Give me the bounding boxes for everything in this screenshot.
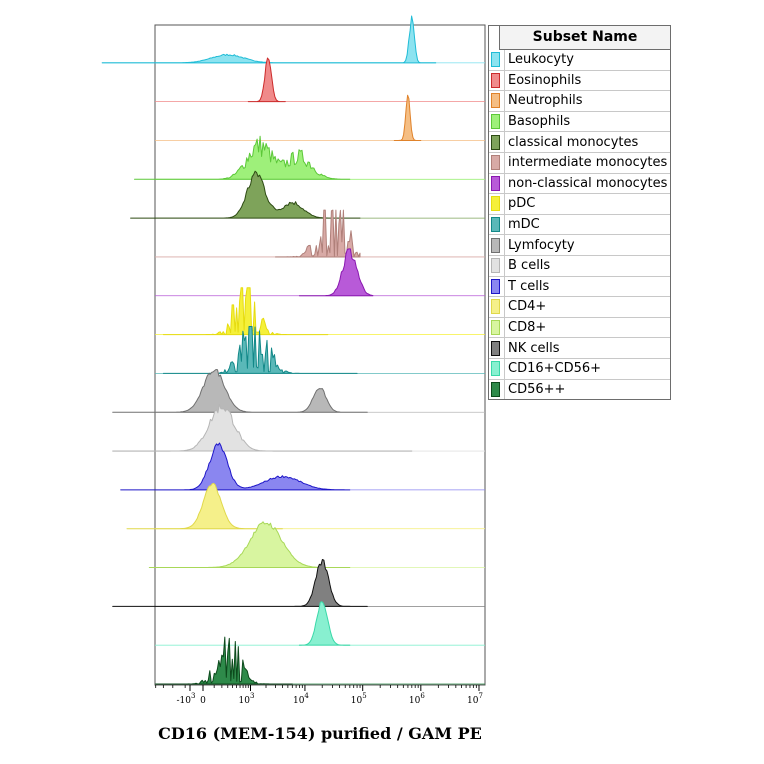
x-tick-label: 105 bbox=[351, 692, 367, 706]
legend-swatch bbox=[491, 155, 500, 171]
histogram-area bbox=[247, 57, 286, 103]
legend-swatch bbox=[491, 93, 500, 109]
legend-swatch bbox=[491, 114, 500, 130]
legend-label: CD8+ bbox=[504, 317, 546, 338]
histogram-b-cells bbox=[112, 403, 485, 452]
legend-label: CD4+ bbox=[504, 297, 546, 317]
histogram-area bbox=[112, 403, 413, 452]
histogram-area bbox=[162, 326, 358, 374]
legend-swatch bbox=[491, 320, 500, 336]
legend-item: CD56++ bbox=[489, 379, 670, 400]
legend-label: Neutrophils bbox=[504, 91, 583, 111]
legend-label: pDC bbox=[504, 194, 535, 214]
legend-item: CD4+ bbox=[489, 297, 670, 318]
legend-swatch bbox=[491, 217, 500, 233]
legend-label: B cells bbox=[504, 255, 550, 276]
legend-item: non-classical monocytes bbox=[489, 173, 670, 195]
legend-label: NK cells bbox=[504, 338, 560, 358]
legend-label: Basophils bbox=[504, 111, 570, 132]
histogram-cd56- bbox=[155, 636, 485, 685]
histogram-area bbox=[162, 287, 329, 336]
histogram-lymfocyty bbox=[112, 369, 485, 413]
legend-item: B cells bbox=[489, 255, 670, 277]
histogram-neutrophils bbox=[155, 94, 485, 141]
histogram-area bbox=[112, 559, 368, 607]
legend-label: CD56++ bbox=[504, 379, 565, 400]
legend-swatch bbox=[491, 381, 500, 397]
legend-item: Neutrophils bbox=[489, 91, 670, 112]
histogram-area bbox=[298, 248, 374, 297]
histogram-mdc bbox=[155, 326, 485, 374]
legend: Subset Name Leukocyty Eosinophils Neutroph… bbox=[488, 25, 671, 401]
x-axis: -103 0 103 104 105 106 107 bbox=[155, 685, 483, 706]
legend-swatch bbox=[491, 72, 500, 88]
x-tick-label: -103 bbox=[177, 692, 196, 706]
legend-swatch bbox=[491, 361, 500, 377]
legend-swatch bbox=[491, 134, 500, 150]
x-tick-label: 107 bbox=[467, 692, 483, 706]
histogram-non-classical-monocytes bbox=[155, 248, 485, 297]
legend-item: T cells bbox=[489, 276, 670, 298]
legend-swatch bbox=[491, 278, 500, 294]
legend-item: mDC bbox=[489, 214, 670, 236]
legend-label: intermediate monocytes bbox=[504, 152, 667, 173]
legend-swatch bbox=[491, 237, 500, 253]
x-tick-label: 104 bbox=[293, 692, 309, 706]
histogram-area bbox=[275, 209, 361, 258]
legend-swatch bbox=[491, 299, 500, 315]
legend-item: pDC bbox=[489, 194, 670, 215]
histogram-cd16-cd56- bbox=[155, 601, 485, 646]
legend-swatch bbox=[491, 52, 500, 68]
x-tick-label: 103 bbox=[239, 692, 255, 706]
legend-label: Lymfocyty bbox=[504, 235, 575, 255]
legend-rows: Leukocyty Eosinophils Neutrophils Basophils… bbox=[489, 50, 670, 400]
legend-label: Leukocyty bbox=[504, 50, 574, 70]
histogram-intermediate-monocytes bbox=[155, 209, 485, 258]
legend-swatch bbox=[491, 258, 500, 274]
histogram-area bbox=[155, 636, 293, 685]
legend-swatch bbox=[491, 175, 500, 191]
legend-item: CD8+ bbox=[489, 317, 670, 339]
legend-item: CD16+CD56+ bbox=[489, 358, 670, 380]
legend-swatch bbox=[491, 196, 500, 212]
legend-item: Basophils bbox=[489, 111, 670, 133]
legend-item: Leukocyty bbox=[489, 50, 670, 71]
legend-item: classical monocytes bbox=[489, 132, 670, 153]
histogram-rows bbox=[101, 15, 485, 685]
histogram-area bbox=[120, 442, 351, 491]
histogram-area bbox=[298, 601, 351, 646]
histogram-area bbox=[393, 94, 422, 141]
x-axis-label: CD16 (MEM-154) purified / GAM PE bbox=[158, 724, 482, 743]
legend-item: NK cells bbox=[489, 338, 670, 359]
legend-item: intermediate monocytes bbox=[489, 152, 670, 174]
legend-item: Eosinophils bbox=[489, 70, 670, 92]
legend-label: T cells bbox=[504, 276, 549, 297]
legend-label: mDC bbox=[504, 214, 540, 235]
histogram-area bbox=[134, 135, 351, 180]
legend-swatch bbox=[491, 340, 500, 356]
legend-label: non-classical monocytes bbox=[504, 173, 667, 194]
histogram-basophils bbox=[134, 135, 485, 180]
x-tick-label: 0 bbox=[200, 696, 206, 706]
legend-title: Subset Name bbox=[499, 26, 670, 50]
histogram-eosinophils bbox=[155, 57, 485, 103]
legend-label: classical monocytes bbox=[504, 132, 638, 152]
legend-label: Eosinophils bbox=[504, 70, 581, 91]
histogram-pdc bbox=[155, 287, 485, 336]
x-tick-label: 106 bbox=[409, 692, 425, 706]
legend-label: CD16+CD56+ bbox=[504, 358, 601, 379]
legend-item: Lymfocyty bbox=[489, 235, 670, 256]
histogram-area bbox=[112, 369, 368, 413]
